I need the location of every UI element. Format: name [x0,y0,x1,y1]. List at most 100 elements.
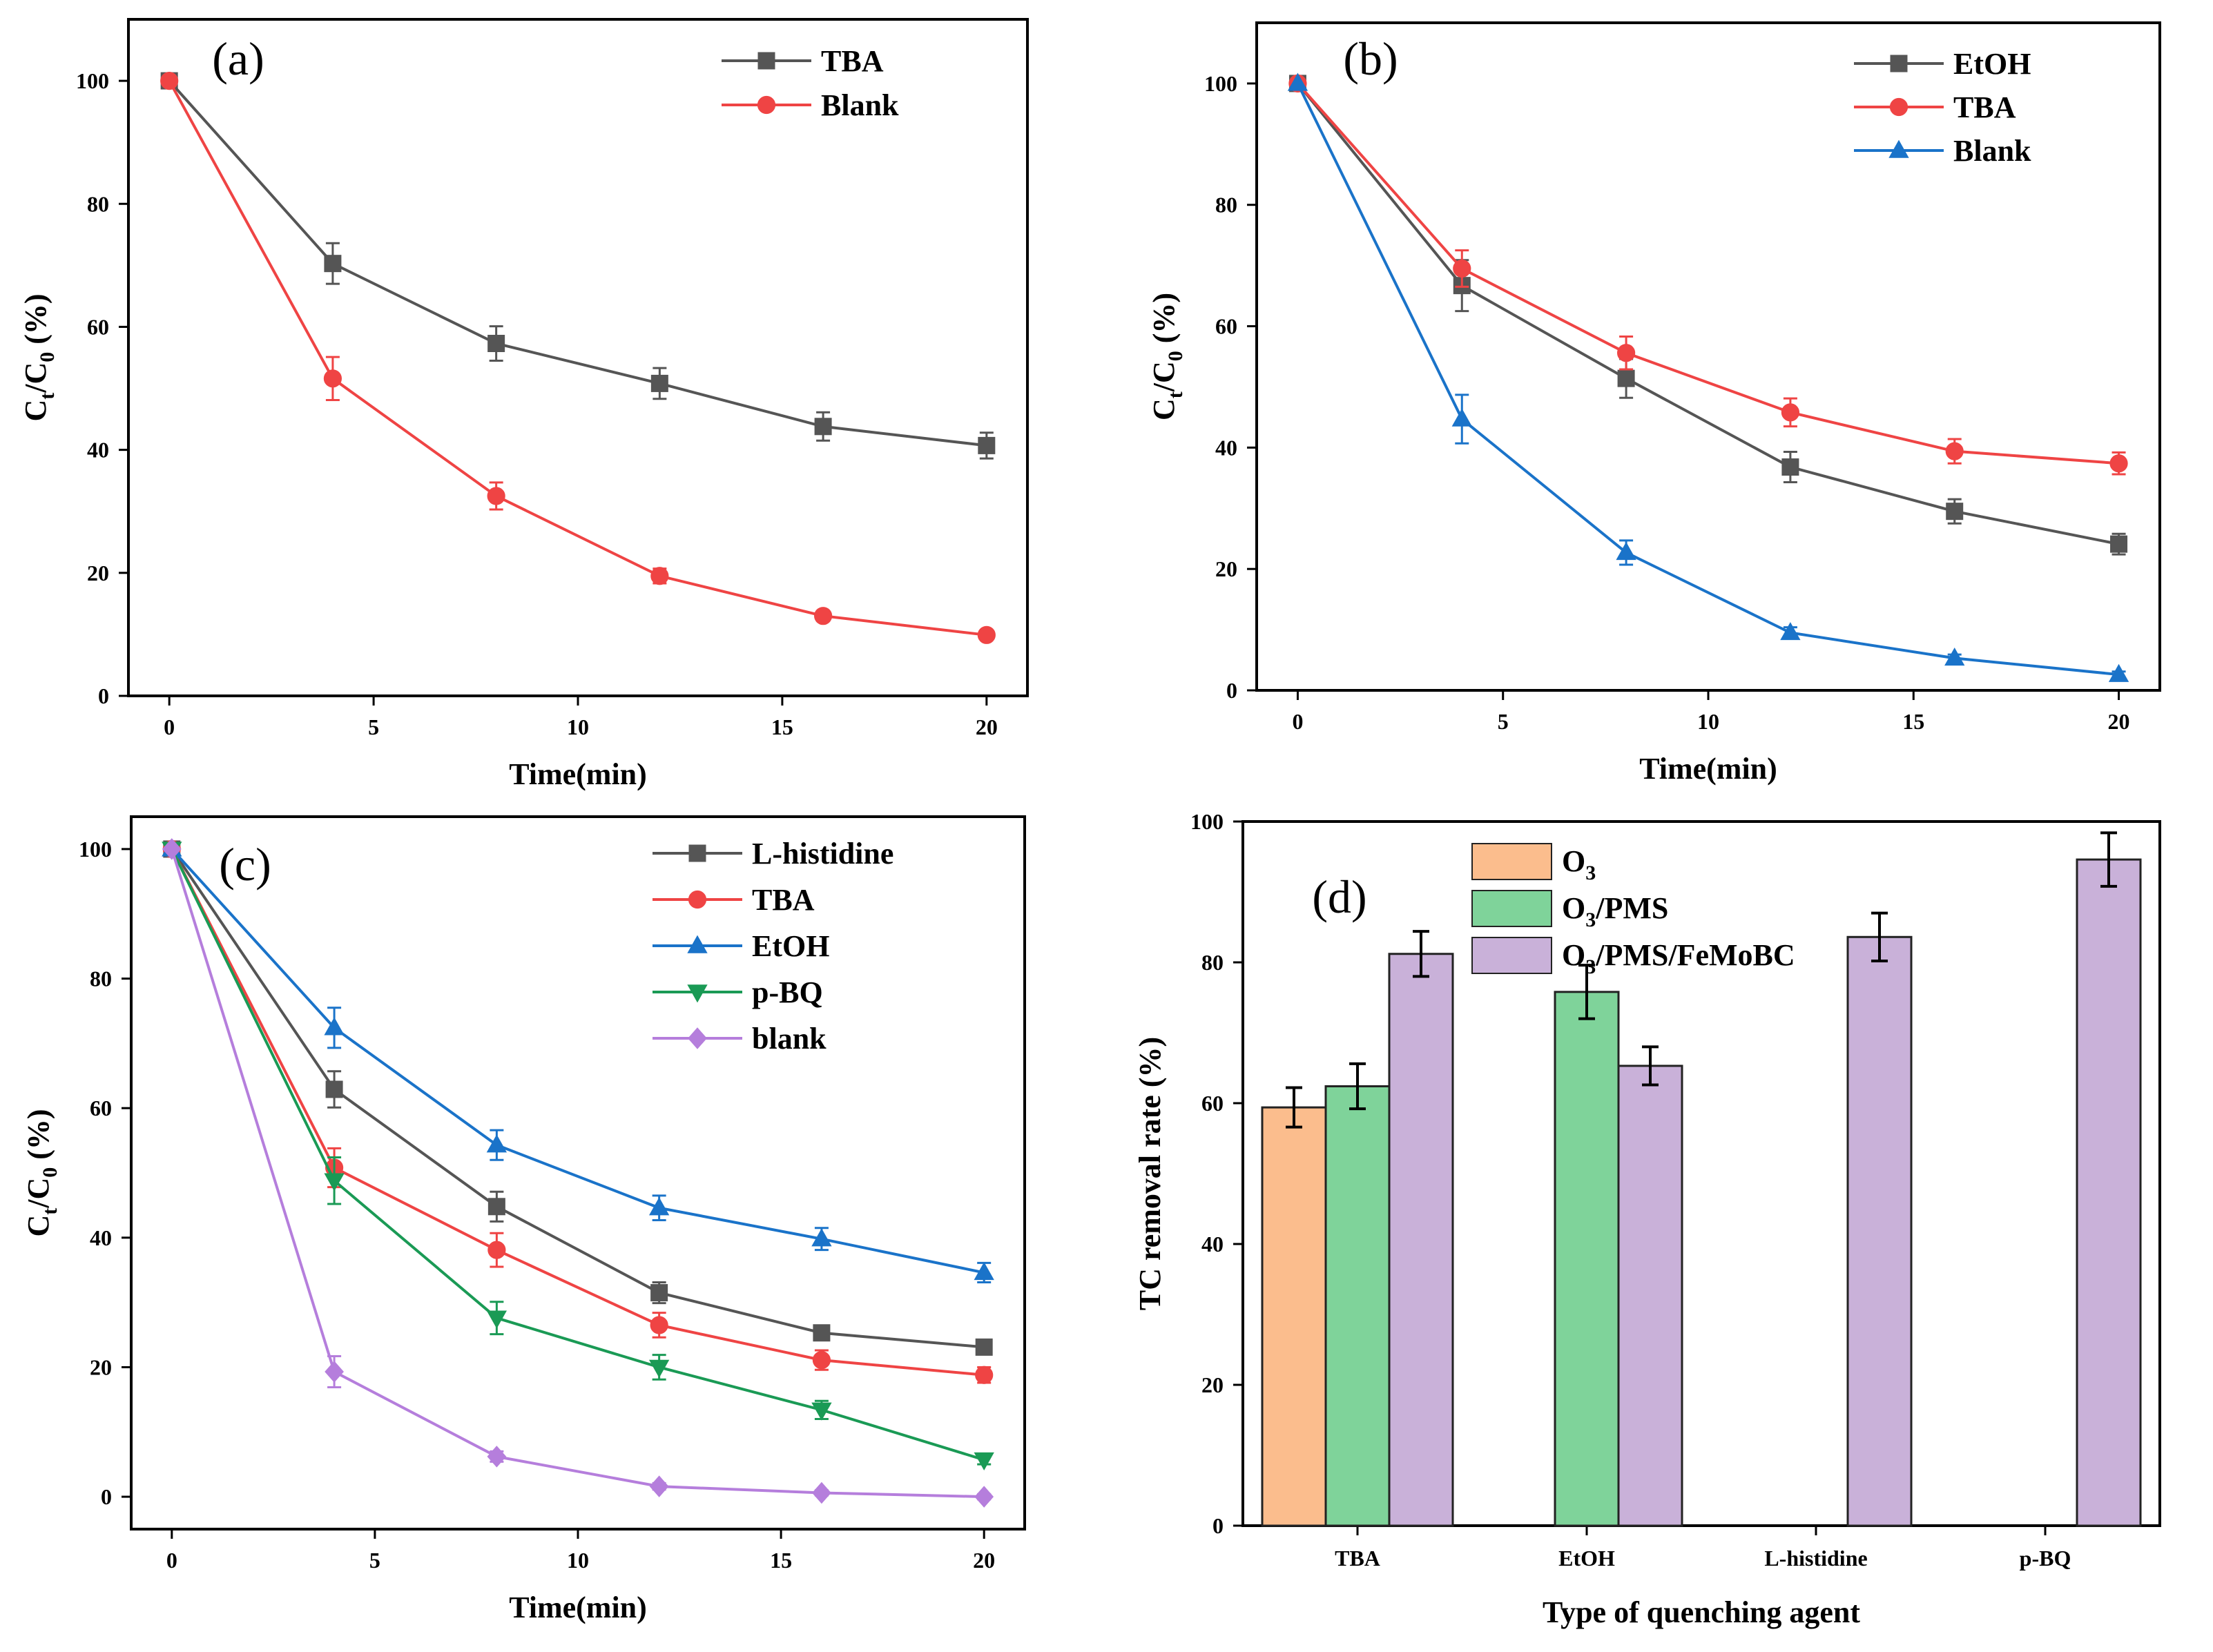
data-point [1617,369,1635,387]
data-point [811,1402,832,1421]
data-point [487,1198,505,1216]
y-tick-label: 100 [76,68,109,93]
plot-frame [1241,820,2161,1527]
legend-marker [688,1027,707,1049]
bar-O3/PMS/FeMoBC-L-histidine [1846,935,1913,1527]
label-part-main: O [1562,938,1585,972]
label-part-sub: 3 [1585,908,1596,931]
y-tick-label: 80 [1201,950,1224,975]
legend-swatch [1471,843,1552,880]
data-point [487,1446,507,1468]
data-point [323,369,342,388]
data-point [324,1173,345,1192]
y-axis-label: TC removal rate (%) [1133,1037,1167,1310]
bar-O3/PMS-EtOH [1554,991,1620,1527]
x-tick-label: 10 [567,1548,589,1573]
legend-entry: O3/PMS/FeMoBC [1562,938,1795,978]
legend-marker [687,984,708,1003]
data-point [974,1262,994,1281]
label-part-end: (%) [21,1109,55,1167]
x-tick-label: 10 [1697,709,1719,734]
panel-label: (b) [1343,32,1398,85]
x-tick-label: TBA [1335,1546,1380,1571]
label-part-sub2: 0 [36,352,59,362]
x-tick-label: EtOH [1558,1546,1615,1571]
label-part-sub: 3 [1585,862,1596,884]
data-point [814,418,832,436]
y-tick-label: 80 [90,966,112,991]
chart-panel-d: 0 20 40 60 80 100 TBA EtOH L-histidine p-BQ Type o… [1133,809,2161,1629]
series-line [1296,83,2119,677]
data-point [974,1452,994,1471]
data-point [1944,647,1965,666]
label-part-end: (%) [1147,293,1181,351]
legend-entry: TBA [821,44,884,78]
y-tick-label: 0 [1212,1513,1224,1538]
x-tick-label: 0 [1292,709,1303,734]
bar-O3/PMS/FeMoBC-p-BQ [2076,858,2142,1527]
label-part-sub: 3 [1585,955,1596,978]
series-line [168,79,987,447]
series-blank [162,838,994,1508]
series-line [171,848,985,1274]
x-tick-label: 20 [976,715,998,739]
label-part-sub1: t [36,393,59,400]
x-tick-label: 15 [771,715,793,739]
y-tick-label: 0 [1226,678,1237,703]
data-point [162,838,182,860]
legend-entry: p-BQ [752,975,823,1009]
y-axis-label-text: TC removal rate (%) [1133,1037,1167,1310]
bar-O3/PMS/FeMoBC-TBA [1388,953,1454,1527]
x-tick-label: 20 [973,1548,995,1573]
legend-marker [757,52,775,70]
panel-label: (c) [219,838,271,891]
series-EtOH [162,838,994,1284]
data-point [811,1228,832,1247]
series-EtOH [1288,75,2128,556]
x-axis-label: Type of quenching agent [1543,1595,1860,1629]
x-tick-label: 15 [1902,709,1924,734]
legend-marker [1888,139,1909,158]
x-axis-label: Time(min) [509,1591,647,1624]
label-part-mid: /C [21,1178,55,1209]
data-point [649,1475,669,1497]
data-point [324,1017,345,1036]
y-tick-label: 0 [98,683,109,708]
data-point [1780,622,1801,641]
legend-marker [688,844,706,862]
label-part-main: C [19,400,52,422]
x-tick-label: 10 [567,715,589,739]
label-part-main: C [21,1215,55,1237]
series-line [1296,82,2119,465]
legend-entry: EtOH [752,929,829,963]
data-point [978,436,996,454]
data-point [650,567,669,585]
data-point [1946,503,1964,521]
data-point [2110,535,2128,553]
data-point [650,1316,668,1334]
series-Blank [1287,72,2129,682]
label-part-mid: /C [19,362,52,393]
label-part-end: (%) [19,293,52,351]
label-part-end: /PMS [1595,891,1668,925]
data-point [487,487,505,505]
legend-marker [1890,55,1908,72]
data-point [648,1197,670,1216]
legend-entry: TBA [752,883,815,917]
series-p-BQ [162,842,994,1471]
data-point [487,335,505,353]
x-axis-label: Time(min) [509,757,647,791]
legend-entry: L-histidine [752,837,893,871]
data-point [1616,542,1636,561]
y-tick-label: 0 [101,1484,112,1509]
y-tick-label: 80 [87,191,109,216]
data-point [1945,442,1964,460]
data-point [812,1351,831,1370]
data-point [650,1284,668,1302]
data-point [486,1134,508,1153]
y-tick-label: 60 [90,1096,112,1120]
series-Blank [160,71,996,644]
